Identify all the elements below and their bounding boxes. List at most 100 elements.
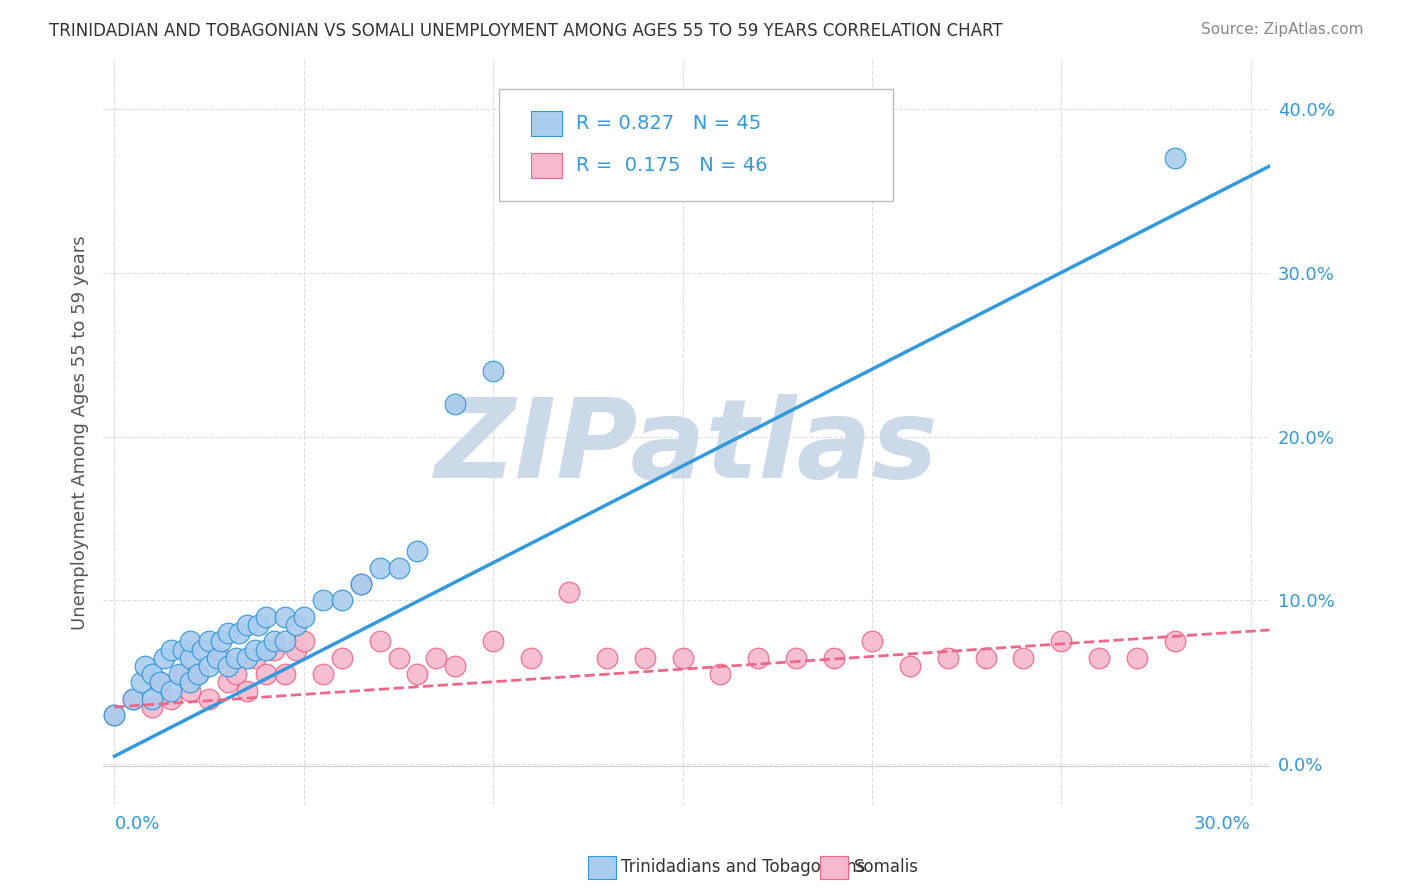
Point xyxy=(312,593,335,607)
Point xyxy=(520,650,543,665)
Point xyxy=(406,667,429,681)
Text: Trinidadians and Tobagonians: Trinidadians and Tobagonians xyxy=(621,858,866,876)
Point xyxy=(1164,151,1187,165)
Point xyxy=(292,634,315,648)
Point xyxy=(179,675,201,690)
Point xyxy=(243,650,266,665)
Point xyxy=(974,650,997,665)
Point xyxy=(160,642,183,657)
Point xyxy=(122,691,145,706)
Point xyxy=(274,634,297,648)
Point xyxy=(209,634,232,648)
Point xyxy=(263,642,285,657)
Point xyxy=(228,626,250,640)
Point xyxy=(179,634,201,648)
Point xyxy=(187,667,209,681)
Point xyxy=(1126,650,1149,665)
Point xyxy=(149,675,172,690)
Point xyxy=(406,544,429,558)
Point xyxy=(236,683,259,698)
Point xyxy=(292,610,315,624)
Point xyxy=(160,683,183,698)
Point xyxy=(860,634,883,648)
Point xyxy=(129,675,152,690)
Point xyxy=(190,642,212,657)
Point xyxy=(217,626,239,640)
Point xyxy=(236,650,259,665)
Point xyxy=(330,650,353,665)
Point xyxy=(122,691,145,706)
Text: ZIPatlas: ZIPatlas xyxy=(434,394,938,501)
Point xyxy=(134,659,156,673)
Point xyxy=(263,634,285,648)
Point xyxy=(558,585,581,599)
Point xyxy=(103,708,125,723)
Text: R = 0.827   N = 45: R = 0.827 N = 45 xyxy=(576,114,762,134)
Point xyxy=(898,659,921,673)
Point xyxy=(160,691,183,706)
Text: 0.0%: 0.0% xyxy=(114,815,160,833)
Point xyxy=(274,610,297,624)
Point xyxy=(254,642,277,657)
Point xyxy=(387,560,409,574)
Point xyxy=(444,397,467,411)
Point xyxy=(425,650,447,665)
Text: Somalis: Somalis xyxy=(853,858,918,876)
Text: R =  0.175   N = 46: R = 0.175 N = 46 xyxy=(576,156,768,176)
Point xyxy=(172,667,194,681)
Point xyxy=(350,577,373,591)
Point xyxy=(149,675,172,690)
Text: TRINIDADIAN AND TOBAGONIAN VS SOMALI UNEMPLOYMENT AMONG AGES 55 TO 59 YEARS CORR: TRINIDADIAN AND TOBAGONIAN VS SOMALI UNE… xyxy=(49,22,1002,40)
Point xyxy=(368,560,391,574)
Point xyxy=(141,700,163,714)
Point xyxy=(243,642,266,657)
Point xyxy=(217,675,239,690)
Text: 30.0%: 30.0% xyxy=(1194,815,1250,833)
Point xyxy=(634,650,657,665)
Point xyxy=(709,667,731,681)
Point xyxy=(198,659,221,673)
Point xyxy=(205,650,228,665)
Point xyxy=(217,659,239,673)
Point xyxy=(387,650,409,665)
Point xyxy=(785,650,807,665)
Point xyxy=(167,667,190,681)
Point xyxy=(198,691,221,706)
Point xyxy=(596,650,619,665)
Point xyxy=(247,618,270,632)
Point xyxy=(671,650,693,665)
Point xyxy=(330,593,353,607)
Point xyxy=(236,618,259,632)
Point xyxy=(823,650,845,665)
Point xyxy=(254,610,277,624)
Point xyxy=(141,691,163,706)
Point xyxy=(103,708,125,723)
Point xyxy=(482,634,505,648)
Point xyxy=(285,642,308,657)
Point xyxy=(312,667,335,681)
Point xyxy=(1164,634,1187,648)
Point xyxy=(254,667,277,681)
Point xyxy=(172,642,194,657)
Y-axis label: Unemployment Among Ages 55 to 59 years: Unemployment Among Ages 55 to 59 years xyxy=(72,235,89,630)
Text: Source: ZipAtlas.com: Source: ZipAtlas.com xyxy=(1201,22,1364,37)
Point xyxy=(141,667,163,681)
Point xyxy=(274,667,297,681)
Point xyxy=(747,650,769,665)
Point xyxy=(444,659,467,673)
Point xyxy=(198,634,221,648)
Point xyxy=(225,667,247,681)
Point xyxy=(209,650,232,665)
Point xyxy=(1088,650,1111,665)
Point xyxy=(1012,650,1035,665)
Point xyxy=(179,683,201,698)
Point xyxy=(350,577,373,591)
Point xyxy=(285,618,308,632)
Point xyxy=(482,364,505,378)
Point xyxy=(1050,634,1073,648)
Point xyxy=(152,650,174,665)
Point xyxy=(187,667,209,681)
Point xyxy=(179,650,201,665)
Point xyxy=(936,650,959,665)
Point xyxy=(368,634,391,648)
